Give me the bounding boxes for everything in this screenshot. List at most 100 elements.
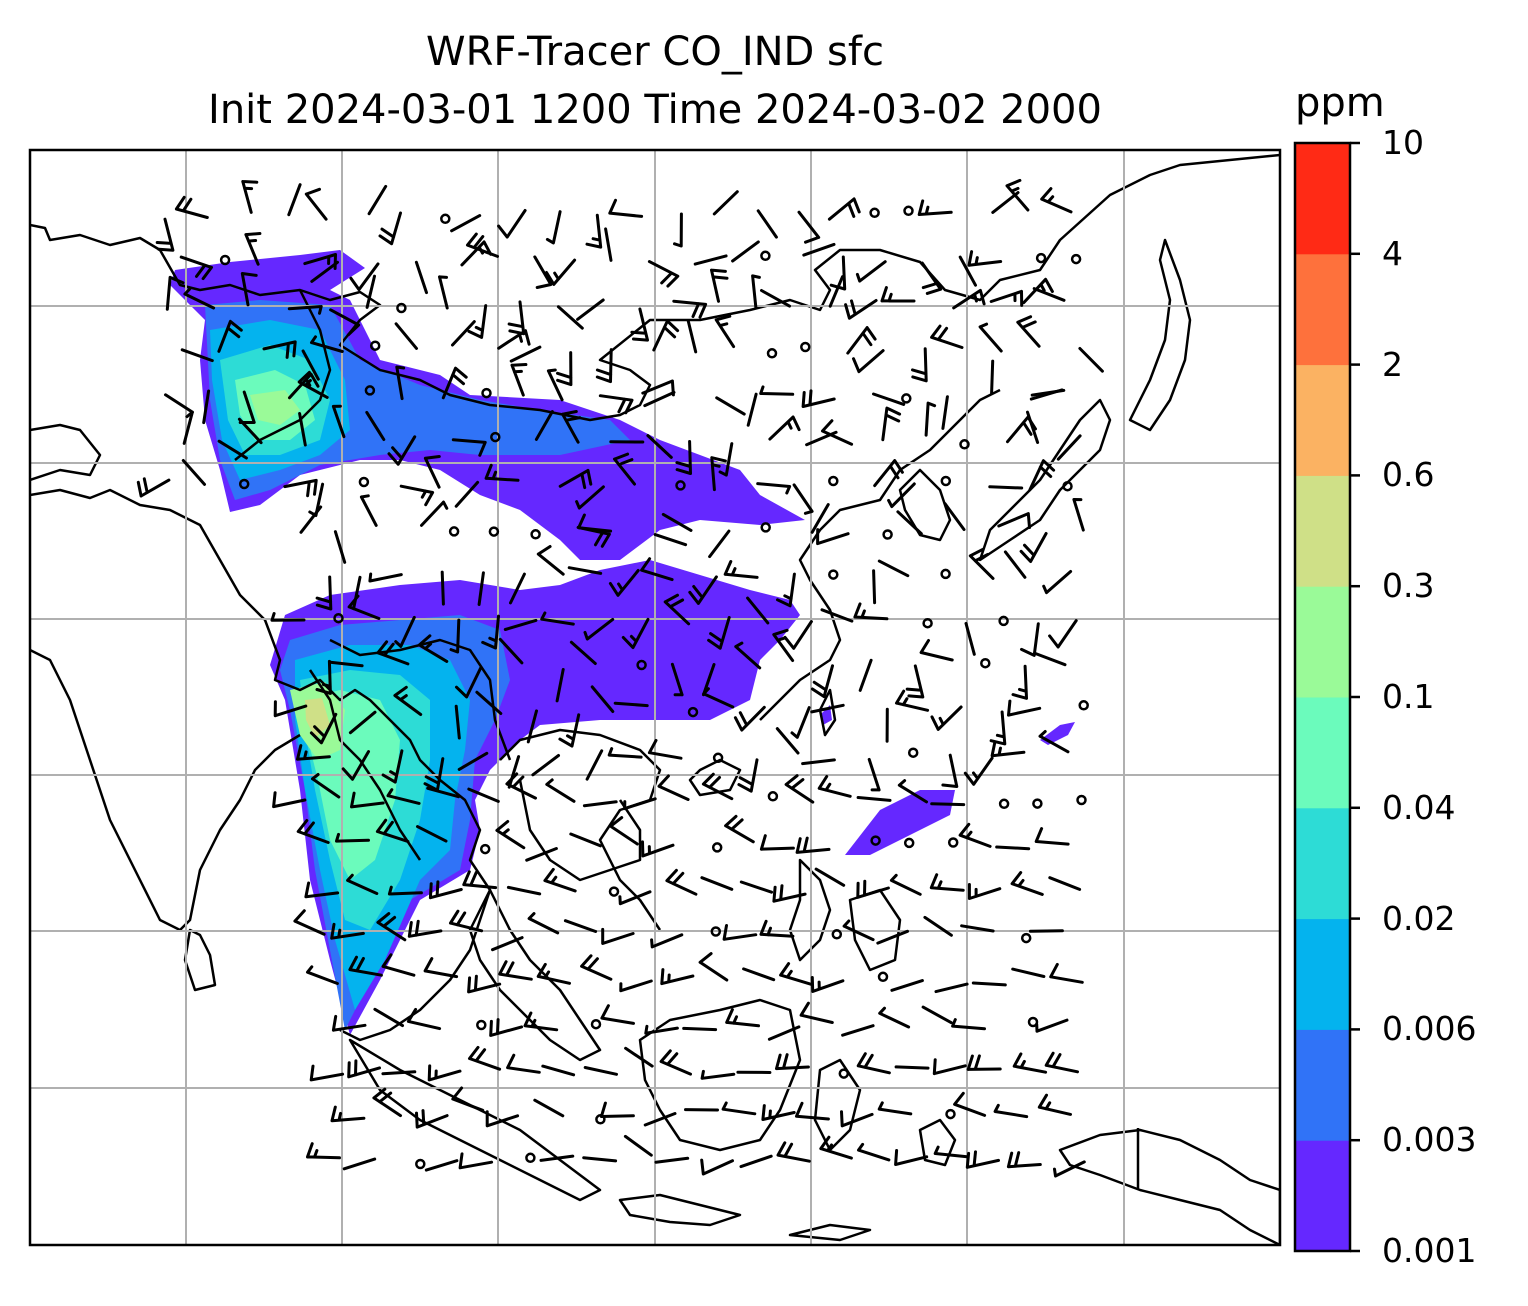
wind-barb (454, 480, 480, 508)
calm-wind-marker (800, 341, 811, 353)
wind-barb (531, 754, 560, 777)
wind-barb (670, 662, 684, 697)
wind-barb (887, 482, 916, 509)
calm-wind-marker (590, 1018, 602, 1030)
wind-barb (333, 530, 347, 564)
calm-wind-marker (675, 480, 686, 491)
wind-barb (1012, 1052, 1048, 1074)
wind-barb (583, 1066, 618, 1076)
wind-barb (582, 1156, 618, 1163)
wind-barb (546, 368, 564, 402)
wind-barb (734, 641, 762, 670)
wind-barb (331, 1014, 367, 1032)
wind-barb (507, 755, 521, 789)
wind-barb (534, 410, 554, 441)
wind-barb (1011, 664, 1028, 700)
wind-barb (877, 1101, 913, 1116)
wind-barb (1032, 287, 1066, 302)
wind-barb (929, 873, 965, 892)
wind-barb (556, 351, 573, 387)
wind-barb (930, 802, 966, 807)
wind-barb (1007, 699, 1042, 717)
wind-barb (387, 885, 423, 896)
colorbar-tick-label: 4 (1382, 233, 1403, 273)
wind-barb (710, 456, 727, 492)
wind-barb (376, 640, 410, 666)
wind-barb (495, 820, 526, 850)
colorbar-segment (1295, 253, 1350, 366)
coast-japan (978, 398, 1112, 562)
wind-barb (601, 927, 635, 945)
wind-barb (407, 919, 443, 938)
wind-barb (643, 390, 676, 408)
calm-wind-marker (998, 615, 1009, 627)
wind-barb (604, 227, 613, 262)
wind-barb (1048, 619, 1078, 649)
wind-barb (698, 952, 729, 982)
calm-wind-marker (219, 254, 231, 266)
wind-barb (498, 637, 524, 665)
wind-barb (881, 406, 902, 442)
wind-barb (650, 933, 684, 949)
wind-barb (417, 634, 449, 663)
wind-barb (536, 545, 565, 576)
wind-barb (609, 816, 639, 846)
wind-barb (951, 1018, 986, 1031)
calm-wind-marker (396, 302, 407, 314)
wind-barb (682, 1026, 718, 1032)
wind-barb (599, 1101, 635, 1118)
wind-barb (296, 744, 331, 761)
wind-barb (746, 596, 770, 625)
wind-barb (952, 288, 986, 310)
wind-barb (988, 485, 1024, 490)
wind-barb (707, 616, 731, 650)
calm-wind-marker (998, 798, 1010, 810)
wind-barb (1006, 1151, 1042, 1169)
wind-barb (814, 867, 846, 887)
wind-barb (990, 359, 995, 395)
wind-barb (618, 890, 652, 906)
colorbar-segment (1295, 364, 1350, 476)
wind-barb (451, 320, 476, 347)
wind-barb (426, 786, 460, 799)
wind-barb (715, 396, 746, 416)
wind-barb (174, 195, 209, 219)
wind-barb (897, 779, 928, 804)
calm-wind-marker (710, 926, 722, 937)
calm-wind-marker (882, 529, 893, 540)
wind-barb (304, 881, 340, 899)
wind-barb (963, 756, 994, 786)
wind-barb (1044, 1051, 1079, 1074)
wind-barb (451, 438, 487, 457)
wind-barb (457, 751, 489, 771)
calm-wind-marker (870, 835, 881, 846)
wind-barb (296, 819, 330, 844)
wind-barb (989, 710, 1007, 746)
wind-barb (919, 639, 954, 662)
calm-wind-marker (869, 207, 880, 219)
wind-barb (640, 557, 674, 582)
wind-barb (217, 319, 243, 353)
wind-barb (509, 572, 526, 605)
wind-barb (406, 1007, 442, 1031)
wind-barb (180, 348, 214, 363)
wind-barb (737, 758, 759, 793)
wind-barb (372, 1087, 402, 1118)
wind-barb (772, 884, 807, 903)
wind-barb (846, 326, 877, 355)
calm-wind-marker (712, 752, 724, 764)
wind-barb (455, 666, 483, 699)
wind-barb (701, 772, 734, 801)
wind-barb (1038, 730, 1070, 754)
coast-borneo (638, 998, 802, 1152)
wind-barb (301, 349, 320, 381)
coast-maluku (918, 1118, 957, 1167)
wind-barb (497, 209, 527, 239)
wind-barb (1003, 550, 1027, 579)
colorbar-tick-label: 0.02 (1382, 898, 1456, 938)
wind-barb (244, 232, 262, 266)
wind-barb (394, 615, 416, 648)
wind-barb (304, 187, 328, 221)
wind-barb (577, 513, 613, 533)
